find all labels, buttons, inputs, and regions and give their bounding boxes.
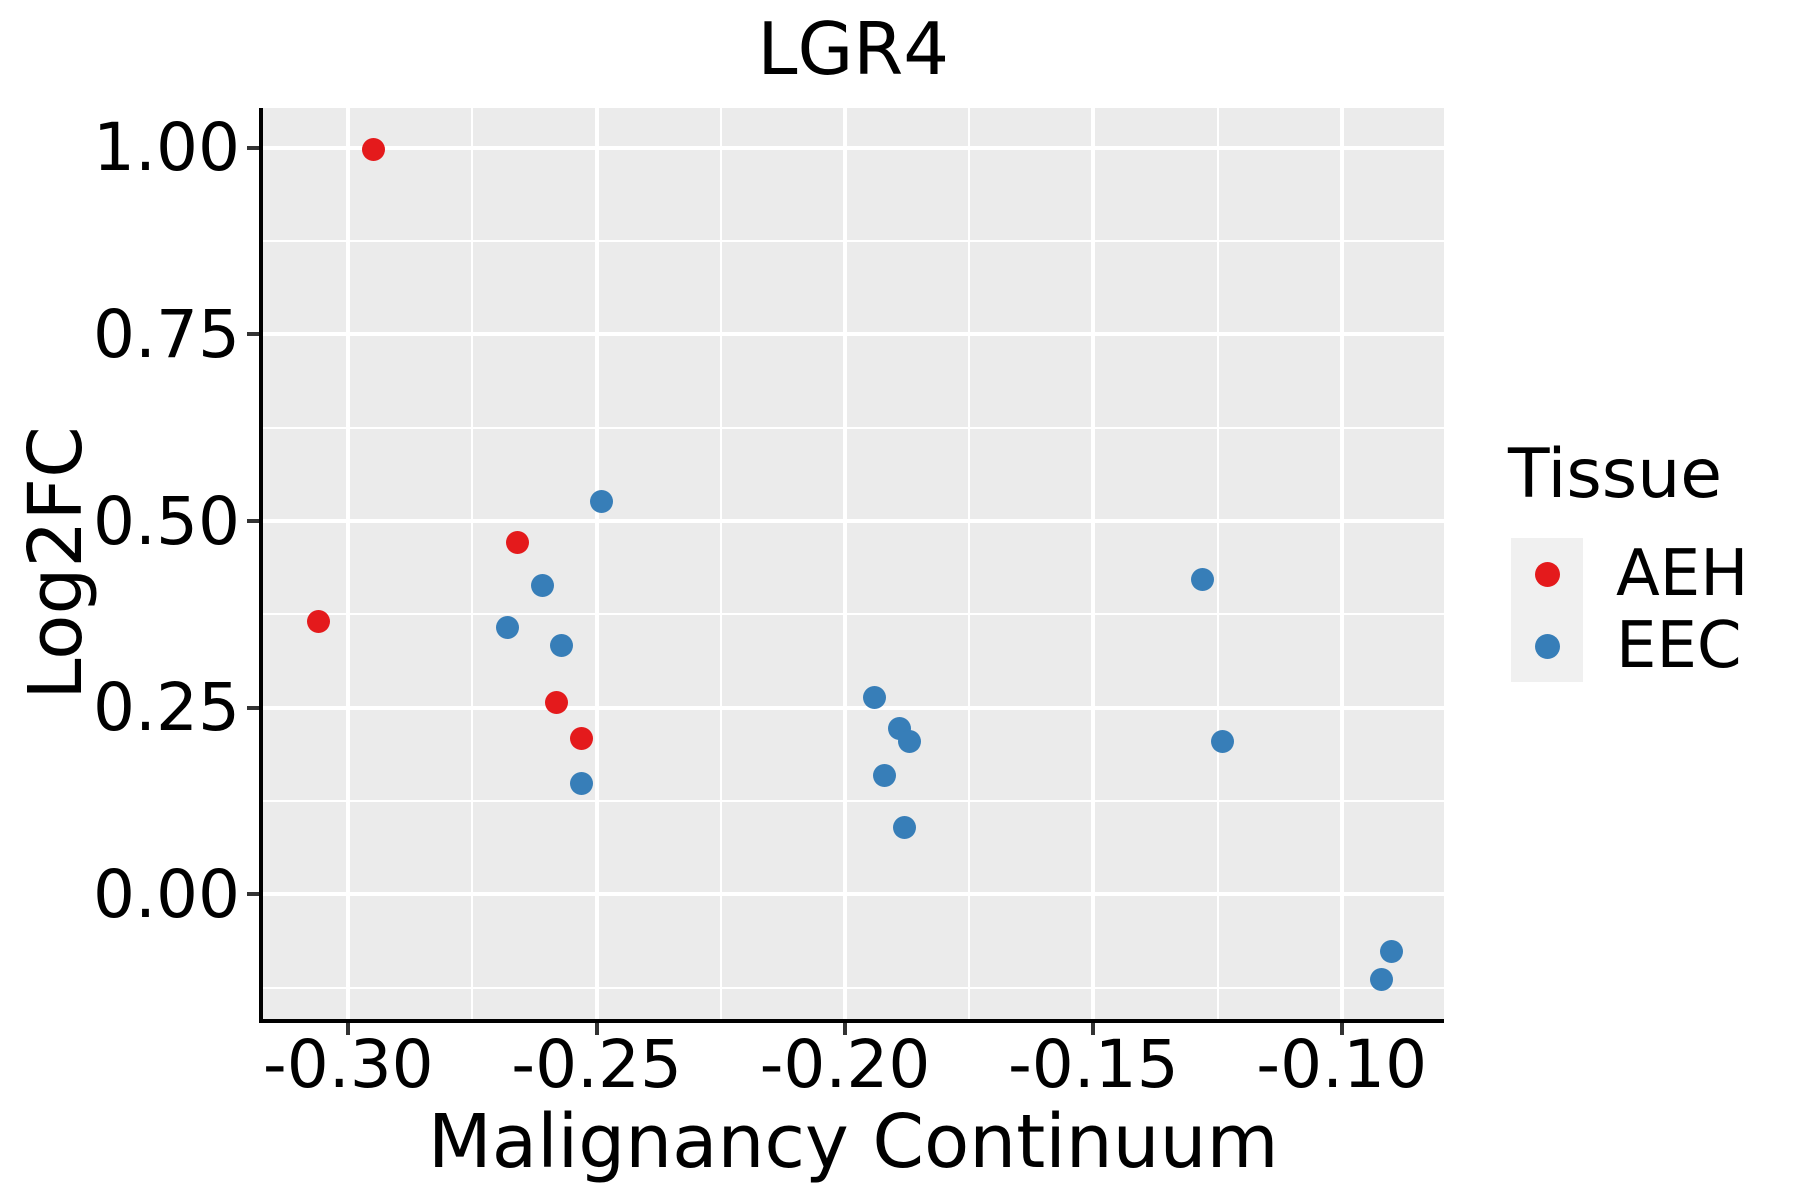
x-tick-label: -0.15 (1007, 1025, 1179, 1103)
horizontal-gridline (263, 426, 1444, 429)
vertical-gridline (968, 107, 971, 1019)
horizontal-gridline (263, 518, 1444, 523)
x-axis-title: Malignancy Continuum (427, 1099, 1279, 1185)
data-point-eec (893, 816, 917, 840)
y-tick-mark (247, 145, 259, 150)
horizontal-gridline (263, 240, 1444, 242)
legend-point-eec-icon (1535, 634, 1560, 659)
y-tick-label: 0.25 (93, 669, 240, 747)
data-point-aeh (306, 610, 330, 634)
horizontal-gridline (263, 332, 1444, 337)
y-tick-label: 0.75 (93, 295, 240, 373)
vertical-gridline (719, 107, 722, 1019)
data-point-eec (570, 772, 594, 796)
vertical-gridline (471, 107, 474, 1019)
y-axis-title: Log2FC (13, 426, 99, 701)
data-point-eec (1191, 568, 1215, 592)
data-point-eec (1210, 730, 1234, 754)
data-point-eec (898, 730, 922, 754)
y-tick-mark (247, 519, 259, 523)
y-tick-mark (247, 892, 259, 897)
legend-label-aeh: AEH (1616, 537, 1749, 611)
x-tick-mark (1091, 1023, 1096, 1035)
data-point-eec (863, 686, 887, 710)
data-point-eec (495, 616, 519, 640)
y-tick-label: 0.00 (93, 855, 240, 933)
legend-label-eec: EEC (1616, 609, 1742, 683)
data-point-aeh (361, 137, 385, 161)
x-tick-label: -0.25 (511, 1025, 683, 1103)
x-tick-label: -0.30 (262, 1025, 434, 1103)
legend-title: Tissue (1508, 435, 1723, 514)
y-tick-mark (247, 332, 259, 337)
horizontal-gridline (263, 705, 1444, 710)
x-tick-label: -0.20 (759, 1025, 931, 1103)
x-tick-mark (843, 1023, 847, 1035)
y-tick-mark (247, 705, 259, 710)
horizontal-gridline (263, 613, 1444, 616)
y-axis-line (259, 107, 263, 1023)
y-tick-label: 0.50 (93, 482, 240, 560)
vertical-gridline (346, 107, 351, 1019)
y-tick-label: 1.00 (93, 109, 240, 187)
data-point-aeh (545, 690, 569, 714)
horizontal-gridline (263, 145, 1444, 150)
plot-panel (263, 107, 1444, 1019)
vertical-gridline (594, 107, 599, 1019)
x-tick-mark (594, 1023, 599, 1035)
data-point-eec (590, 490, 614, 514)
vertical-gridline (1216, 107, 1219, 1019)
x-tick-mark (1339, 1023, 1344, 1035)
x-tick-mark (346, 1023, 351, 1035)
x-tick-label: -0.10 (1256, 1025, 1428, 1103)
vertical-gridline (843, 107, 847, 1019)
horizontal-gridline (263, 799, 1444, 802)
horizontal-gridline (263, 892, 1444, 897)
legend-point-aeh-icon (1535, 562, 1560, 587)
plot-title: LGR4 (757, 7, 950, 91)
vertical-gridline (1339, 107, 1344, 1019)
data-point-eec (1369, 967, 1393, 991)
data-point-eec (873, 764, 897, 788)
data-point-eec (550, 634, 574, 658)
data-point-aeh (505, 531, 529, 555)
data-point-aeh (570, 727, 594, 751)
x-axis-line (259, 1019, 1444, 1023)
data-point-eec (1379, 939, 1403, 963)
data-point-eec (530, 574, 554, 598)
vertical-gridline (1091, 107, 1096, 1019)
horizontal-gridline (263, 986, 1444, 989)
